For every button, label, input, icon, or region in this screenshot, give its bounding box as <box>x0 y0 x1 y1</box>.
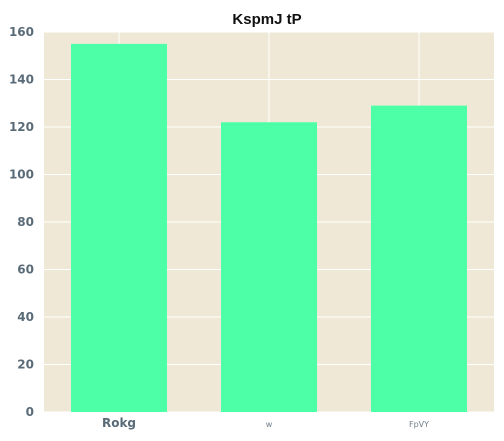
x-tick-label-1: w <box>266 420 273 429</box>
y-axis-ticks: 0 20 40 60 80 100 120 140 160 <box>9 25 34 419</box>
y-tick-label-0: 0 <box>26 405 34 419</box>
bar-w <box>221 122 317 412</box>
y-tick-label-2: 40 <box>17 310 34 324</box>
chart-title: KspmJ tP <box>232 11 301 28</box>
x-tick-label-0: Rokg <box>102 416 136 430</box>
y-tick-label-8: 160 <box>9 25 34 39</box>
y-tick-label-1: 20 <box>17 358 34 372</box>
x-axis-ticks: Rokg w FpVY <box>102 416 429 430</box>
y-tick-label-5: 100 <box>9 168 34 182</box>
y-tick-label-6: 120 <box>9 120 34 134</box>
y-tick-label-7: 140 <box>9 73 34 87</box>
bar-Rokg <box>71 43 167 412</box>
bars <box>71 43 467 412</box>
y-tick-label-4: 80 <box>17 215 34 229</box>
x-tick-label-2: FpVY <box>409 420 429 429</box>
y-tick-label-3: 60 <box>17 263 34 277</box>
bar-FpVY <box>371 105 467 412</box>
